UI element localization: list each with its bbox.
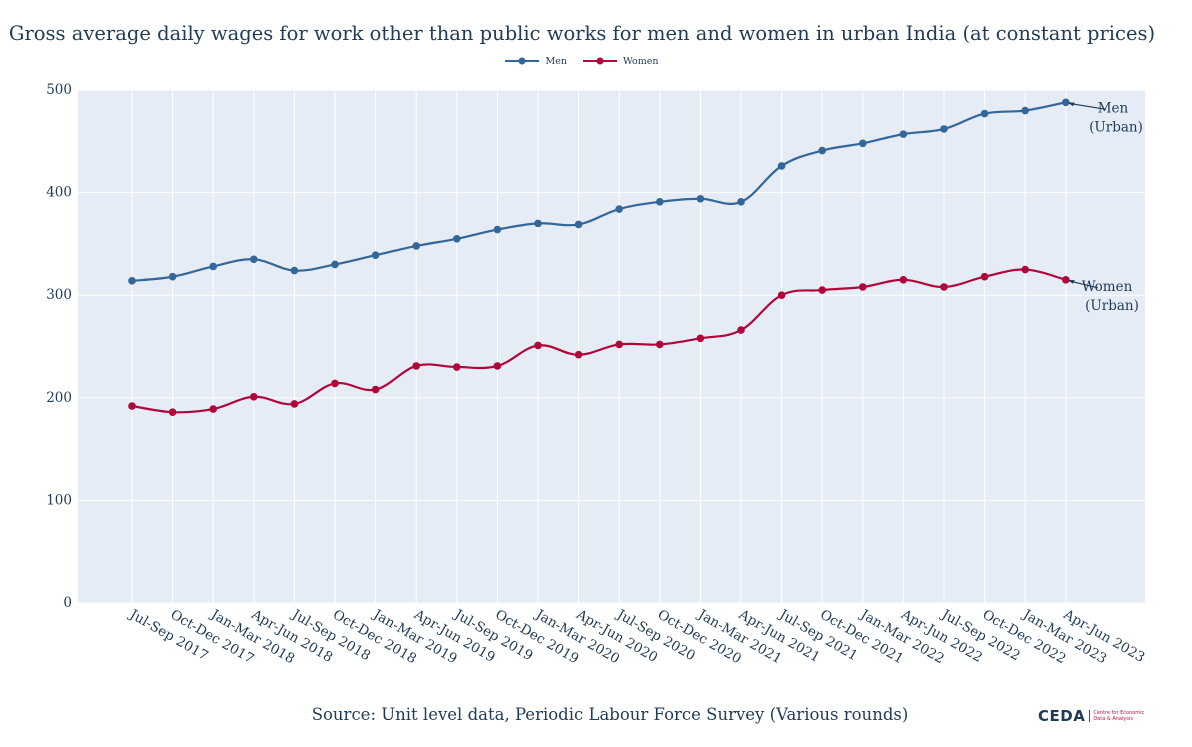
data-point-men — [493, 225, 502, 234]
data-point-men — [453, 234, 461, 243]
data-point-men — [1021, 106, 1029, 115]
data-point-women — [696, 334, 705, 343]
data-point-men — [899, 130, 908, 138]
data-point-women — [818, 286, 826, 294]
data-point-men — [534, 219, 542, 228]
data-point-women — [574, 350, 583, 359]
data-point-women — [737, 326, 745, 334]
legend-label-women: Women — [622, 55, 659, 67]
data-point-men — [1062, 98, 1070, 107]
y-tick-label: 100 — [46, 492, 72, 508]
data-point-men — [209, 262, 217, 271]
data-point-men — [168, 272, 177, 281]
data-point-women — [331, 379, 339, 388]
data-point-men — [656, 198, 664, 206]
data-point-women — [534, 341, 542, 350]
data-point-men — [737, 198, 745, 206]
legend-item-women[interactable]: Women — [582, 55, 659, 67]
logo-text: CEDA — [1038, 707, 1086, 725]
data-point-women — [940, 283, 948, 291]
annotation-label-women: Women — [1082, 279, 1133, 295]
data-point-women — [899, 276, 908, 284]
y-tick-label: 300 — [46, 287, 72, 303]
data-point-men — [290, 266, 299, 275]
data-point-men — [371, 251, 380, 259]
data-point-men — [696, 194, 705, 203]
y-tick-label: 500 — [46, 82, 72, 98]
logo-subtitle: Centre for Economic Data & Analysis — [1089, 710, 1144, 722]
data-point-women — [371, 385, 380, 394]
data-point-men — [859, 139, 867, 148]
data-point-women — [1062, 276, 1070, 284]
y-tick-label: 400 — [46, 185, 72, 201]
chart-title: Gross average daily wages for work other… — [8, 22, 1156, 45]
data-point-men — [412, 242, 421, 250]
data-point-women — [777, 291, 786, 300]
data-point-men — [980, 109, 989, 118]
ceda-logo: CEDA Centre for Economic Data & Analysis — [1038, 705, 1144, 727]
legend-item-men[interactable]: Men — [505, 55, 567, 67]
legend-swatch-women — [582, 57, 617, 65]
annotation-arrowhead-women — [1067, 279, 1075, 284]
data-point-men — [615, 205, 623, 213]
data-point-women — [1021, 265, 1029, 274]
legend[interactable]: Men Women — [0, 55, 1164, 67]
data-point-men — [777, 162, 786, 170]
data-point-women — [209, 405, 217, 413]
data-point-women — [128, 402, 136, 410]
logo-subtitle-line2: Data & Analysis — [1093, 716, 1133, 722]
data-point-women — [859, 283, 867, 291]
data-point-women — [412, 362, 421, 370]
data-point-women — [980, 272, 989, 281]
data-point-women — [615, 340, 623, 349]
data-point-women — [453, 363, 461, 371]
data-point-men — [940, 125, 948, 133]
data-point-men — [818, 146, 826, 155]
data-point-men — [128, 277, 136, 285]
data-point-women — [168, 408, 177, 416]
data-point-women — [493, 362, 502, 370]
annotation-label-men: Men — [1098, 100, 1129, 116]
source-note: Source: Unit level data, Periodic Labour… — [311, 705, 909, 724]
data-point-men — [250, 255, 258, 264]
legend-swatch-men — [505, 57, 540, 65]
data-point-women — [250, 392, 258, 401]
y-tick-label: 0 — [63, 595, 72, 611]
data-point-men — [574, 220, 583, 229]
annotation-arrowhead-men — [1067, 102, 1075, 107]
annotation-arrow-men — [1068, 102, 1106, 110]
data-point-men — [331, 260, 339, 269]
annotation-label-women: (Urban) — [1085, 298, 1139, 314]
data-point-women — [656, 340, 664, 349]
legend-label-men: Men — [545, 55, 567, 67]
data-point-women — [290, 400, 299, 408]
annotation-label-men: (Urban) — [1089, 119, 1143, 135]
y-tick-label: 200 — [46, 390, 72, 406]
logo-subtitle-line1: Centre for Economic — [1093, 710, 1145, 716]
